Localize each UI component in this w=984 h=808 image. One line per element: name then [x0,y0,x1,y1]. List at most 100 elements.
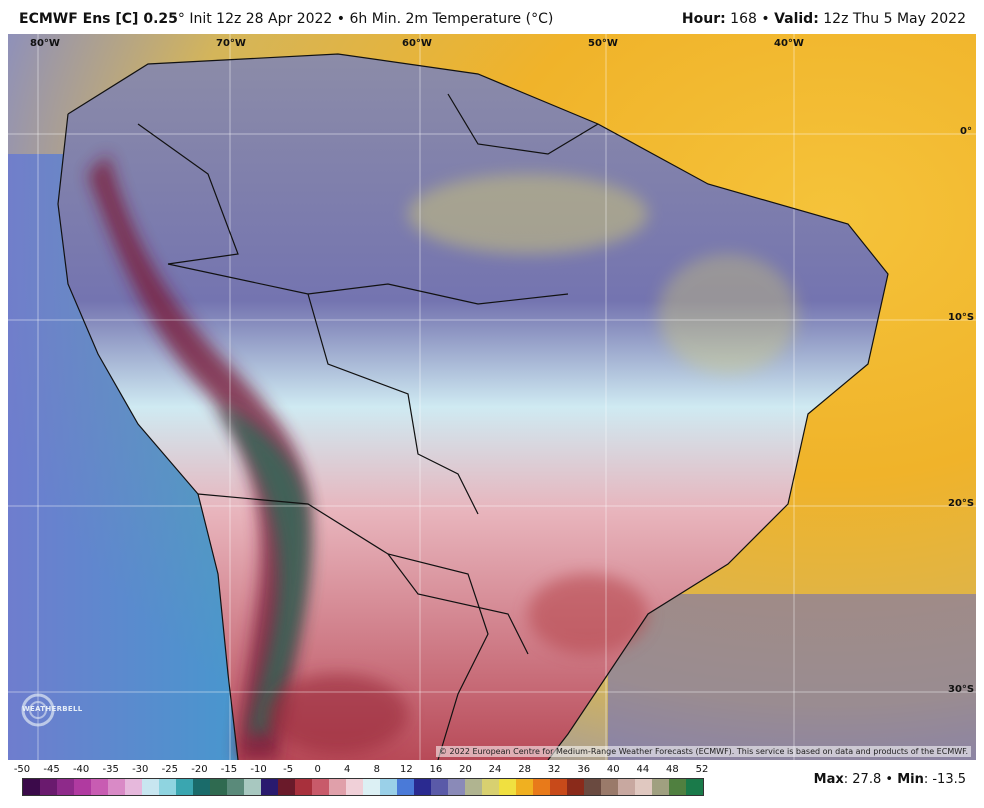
colorbar-swatch [23,779,40,795]
colorbar-tick-label: -20 [191,764,208,775]
colorbar-tick-label: -5 [283,764,294,775]
lat-label-0: 0° [960,126,972,137]
colorbar-tick-label: -15 [220,764,238,775]
colorbar-swatch [261,779,278,795]
valid-label: Valid: [774,11,819,27]
colorbar-tick-label: 20 [459,764,472,775]
colorbar-tick-label: 16 [429,764,443,775]
colorbar-swatch [363,779,380,795]
init-time: Init 12z 28 Apr 2022 [189,11,333,27]
lon-label-60w: 60°W [402,38,432,49]
colorbar-swatch [57,779,74,795]
logo-text: WEATHERBELL [22,705,83,713]
country-borders [57,53,889,760]
colorbar-swatch [125,779,142,795]
colorbar-ticks: -50 -45 -40 -35 -30 -25 -20 -15 -10 -5 0 4 8 12 16 20 24… [14,762,709,776]
colorbar-scale [22,778,704,796]
valid-time-info: Hour: 168 • Valid: 12z Thu 5 May 2022 [682,11,966,27]
colorbar-swatch [380,779,397,795]
model-name: ECMWF Ens [C] 0.25 [19,11,178,27]
map-canvas [8,34,976,760]
colorbar-swatch [618,779,635,795]
logo-swirl-icon [21,693,55,727]
colorbar-swatch [346,779,363,795]
colorbar-tick-label: -25 [161,764,178,775]
valid-value: 12z Thu 5 May 2022 [823,11,966,27]
colorbar-swatch [516,779,533,795]
colorbar-swatch [295,779,312,795]
map-header: ECMWF Ens [C] 0.25° Init 12z 28 Apr 2022… [0,0,984,34]
lat-label-20s: 20°S [948,498,975,509]
colorbar-swatch [108,779,125,795]
colorbar-swatch [499,779,516,795]
colorbar-tick-label: -45 [43,764,60,775]
colorbar-tick-label: 28 [518,764,531,775]
max-value: 27.8 [852,772,882,787]
lat-label-30s: 30°S [948,684,975,695]
hour-value: 168 [730,11,757,27]
colorbar-tick-label: -35 [102,764,119,775]
lat-label-10s: 10°S [948,312,975,323]
colorbar-tick-label: 24 [488,764,502,775]
colorbar-tick-label: 36 [577,764,591,775]
max-label: Max [813,772,844,787]
colorbar-swatch [414,779,431,795]
colorbar-tick-label: 4 [344,764,351,775]
colorbar-swatch [40,779,57,795]
graticule [8,34,976,760]
colorbar-swatch [329,779,346,795]
colorbar-tick-label: 52 [695,764,709,775]
colorbar-swatch [244,779,261,795]
hour-label: Hour: [681,11,726,27]
product-name: 6h Min. 2m Temperature (°C) [349,11,554,27]
colorbar-tick-label: 8 [373,764,380,775]
lon-label-50w: 50°W [588,38,618,49]
colorbar-swatch [465,779,482,795]
colorbar-swatch [397,779,414,795]
colorbar-swatch [193,779,210,795]
colorbar-tick-label: 48 [666,764,679,775]
colorbar-swatch [278,779,295,795]
colorbar-swatch [482,779,499,795]
colorbar-swatch [448,779,465,795]
lon-label-80w: 80°W [30,38,60,49]
colorbar-swatch [142,779,159,795]
colorbar-swatch [176,779,193,795]
lon-label-40w: 40°W [774,38,804,49]
max-min-stats: Max: 27.8 • Min: -13.5 [813,772,966,787]
colorbar-tick-label: -10 [250,764,267,775]
colorbar-tick-label: -30 [132,764,149,775]
colorbar-tick-label: 12 [399,764,413,775]
colorbar-swatch [431,779,448,795]
title-bullet: • [336,11,346,27]
colorbar-swatch [635,779,652,795]
colorbar-swatch [312,779,329,795]
colorbar-swatch [601,779,618,795]
min-label: Min [897,772,924,787]
colorbar-swatch [210,779,227,795]
colorbar-tick-label: -40 [72,764,90,775]
colorbar-swatch [584,779,601,795]
min-value: -13.5 [932,772,966,787]
colorbar-swatch [567,779,584,795]
weatherbell-logo: WEATHERBELL [16,690,82,730]
colorbar-swatch [159,779,176,795]
colorbar-swatch [227,779,244,795]
colorbar-swatch [74,779,91,795]
degree-symbol: ° [177,11,185,27]
temperature-map[interactable]: 80°W 70°W 60°W 50°W 40°W 0° 10°S 20°S 30… [8,34,976,760]
colorbar-swatch [686,779,703,795]
lon-label-70w: 70°W [216,38,246,49]
colorbar-swatch [91,779,108,795]
colorbar-swatch [669,779,686,795]
colorbar-swatch [550,779,567,795]
map-title: ECMWF Ens [C] 0.25° Init 12z 28 Apr 2022… [19,11,553,27]
colorbar-tick-label: 44 [636,764,650,775]
colorbar-tick-label: 40 [606,764,620,775]
copyright-notice: © 2022 European Centre for Medium-Range … [436,746,971,757]
colorbar: -50 -45 -40 -35 -30 -25 -20 -15 -10 -5 0 4 8 12 16 20 24… [14,762,709,802]
colorbar-tick-label: 32 [547,764,561,775]
valid-bullet: • [761,11,770,27]
colorbar-tick-label: 0 [314,764,321,775]
colorbar-swatch [533,779,550,795]
